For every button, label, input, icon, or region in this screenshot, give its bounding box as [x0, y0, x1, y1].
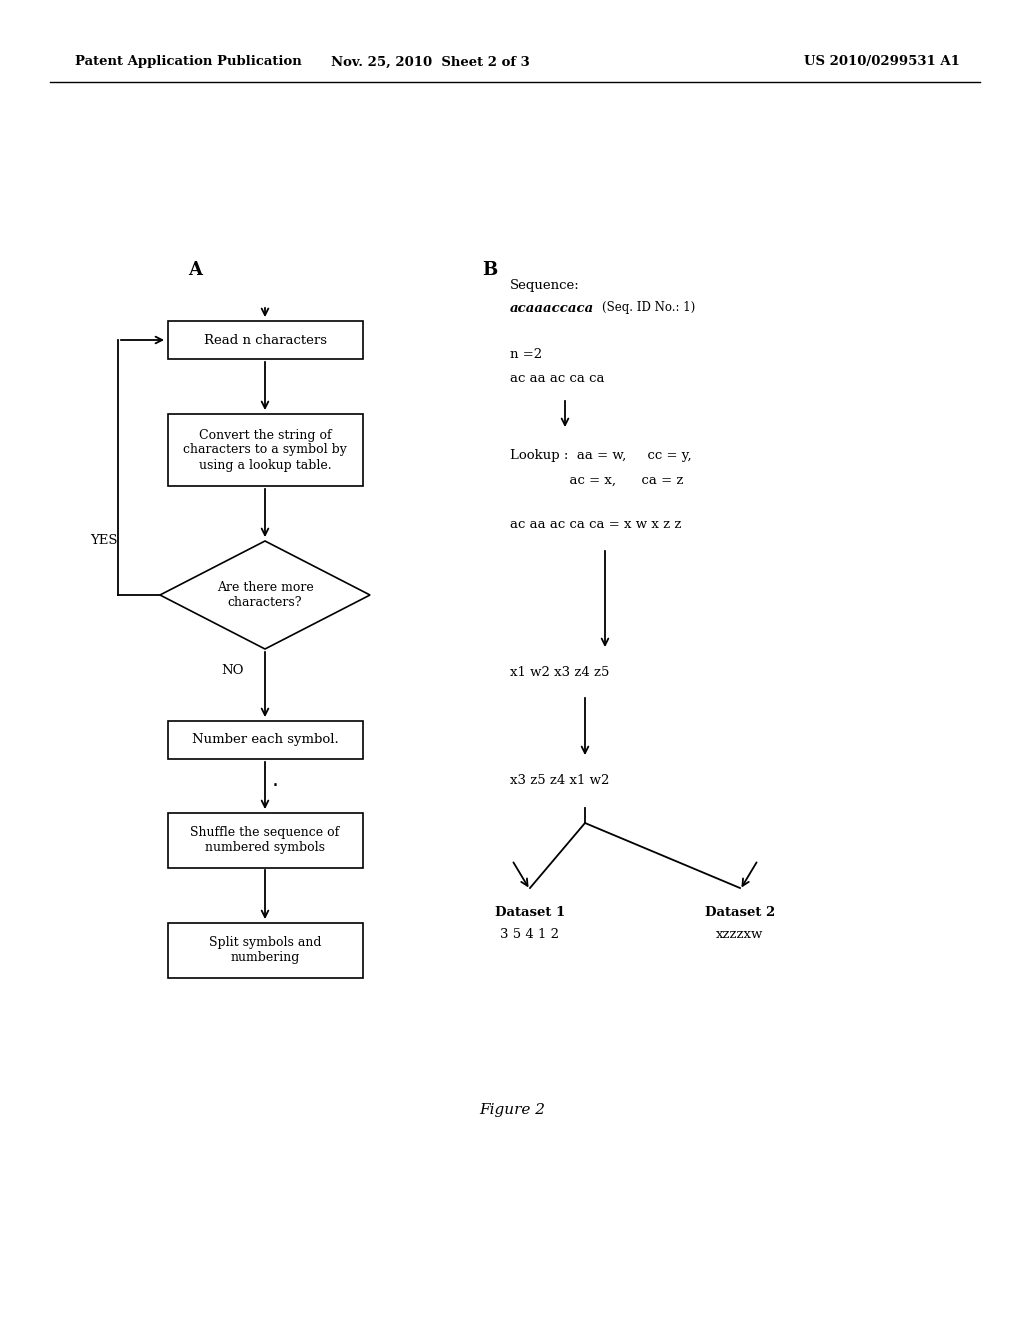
Text: Figure 2: Figure 2	[479, 1104, 545, 1117]
Text: acaaaccaca: acaaaccaca	[510, 301, 594, 314]
Text: Dataset 2: Dataset 2	[705, 906, 775, 919]
Text: Are there more
characters?: Are there more characters?	[217, 581, 313, 609]
Text: Read n characters: Read n characters	[204, 334, 327, 346]
Text: xzzzxw: xzzzxw	[717, 928, 764, 941]
Text: (Seq. ID No.: 1): (Seq. ID No.: 1)	[602, 301, 695, 314]
Text: A: A	[188, 261, 202, 279]
Text: ac aa ac ca ca = x w x z z: ac aa ac ca ca = x w x z z	[510, 519, 681, 532]
Text: ac aa ac ca ca: ac aa ac ca ca	[510, 371, 604, 384]
Text: ·: ·	[271, 776, 279, 796]
FancyBboxPatch shape	[168, 923, 362, 978]
Text: Convert the string of
characters to a symbol by
using a lookup table.: Convert the string of characters to a sy…	[183, 429, 347, 471]
Text: ac = x,      ca = z: ac = x, ca = z	[510, 474, 683, 487]
Text: Sequence:: Sequence:	[510, 279, 580, 292]
Text: Dataset 1: Dataset 1	[495, 906, 565, 919]
FancyBboxPatch shape	[168, 721, 362, 759]
Text: n =2: n =2	[510, 348, 542, 362]
Text: Number each symbol.: Number each symbol.	[191, 734, 338, 747]
Text: Split symbols and
numbering: Split symbols and numbering	[209, 936, 322, 964]
Text: x1 w2 x3 z4 z5: x1 w2 x3 z4 z5	[510, 665, 609, 678]
FancyBboxPatch shape	[168, 414, 362, 486]
Text: NO: NO	[222, 664, 245, 677]
Text: US 2010/0299531 A1: US 2010/0299531 A1	[804, 55, 961, 69]
Text: B: B	[482, 261, 498, 279]
Text: Lookup :  aa = w,     cc = y,: Lookup : aa = w, cc = y,	[510, 450, 691, 462]
FancyBboxPatch shape	[168, 321, 362, 359]
Text: Patent Application Publication: Patent Application Publication	[75, 55, 302, 69]
FancyBboxPatch shape	[168, 813, 362, 867]
Polygon shape	[160, 541, 370, 649]
Text: Nov. 25, 2010  Sheet 2 of 3: Nov. 25, 2010 Sheet 2 of 3	[331, 55, 529, 69]
Text: YES: YES	[90, 533, 118, 546]
Text: x3 z5 z4 x1 w2: x3 z5 z4 x1 w2	[510, 774, 609, 787]
Text: Shuffle the sequence of
numbered symbols: Shuffle the sequence of numbered symbols	[190, 826, 340, 854]
Text: 3 5 4 1 2: 3 5 4 1 2	[501, 928, 559, 941]
